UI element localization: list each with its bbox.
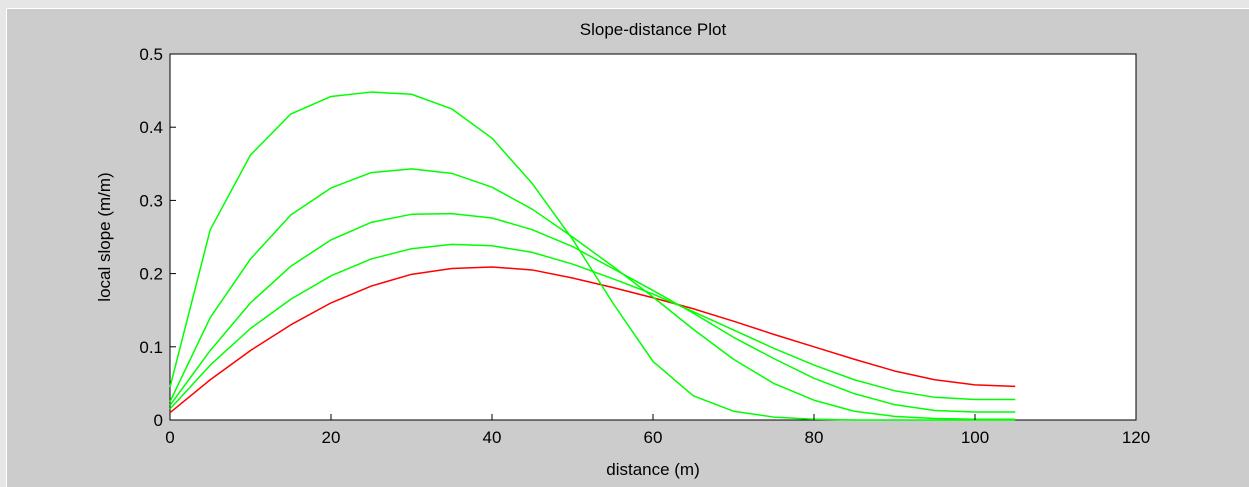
y-tick-label-4: 0.4 <box>139 118 163 137</box>
x-tick-label-2: 40 <box>483 428 502 447</box>
y-tick-label-0: 0 <box>154 411 163 430</box>
series-line-1 <box>169 266 1016 414</box>
y-tick-label-1: 0.1 <box>139 338 163 357</box>
x-tick-label-0: 0 <box>165 428 174 447</box>
series-line-3 <box>169 212 1016 413</box>
y-tick-label-2: 0.2 <box>139 265 163 284</box>
figure-border-left <box>0 0 6 487</box>
series-layer <box>169 91 1016 421</box>
x-tick-label-5: 100 <box>961 428 989 447</box>
y-tick-label-5: 0.5 <box>139 45 163 64</box>
x-tick-label-4: 80 <box>805 428 824 447</box>
x-tick-label-1: 20 <box>322 428 341 447</box>
series-line-4 <box>169 168 1016 421</box>
y-tick-label-3: 0.3 <box>139 191 163 210</box>
axes-layer: 0 20 40 60 80 100 120 0 0.1 0.2 0.3 0.4 0.5 <box>139 45 1150 447</box>
y-axis-label: local slope (m/m) <box>95 172 114 301</box>
chart-title: Slope-distance Plot <box>580 20 727 39</box>
plot-area <box>169 53 1137 421</box>
series-line-5 <box>169 91 1016 421</box>
x-tick-label-6: 120 <box>1122 428 1150 447</box>
figure-border-top <box>0 0 1249 8</box>
x-axis-label: distance (m) <box>606 460 700 479</box>
x-tick-label-3: 60 <box>644 428 663 447</box>
